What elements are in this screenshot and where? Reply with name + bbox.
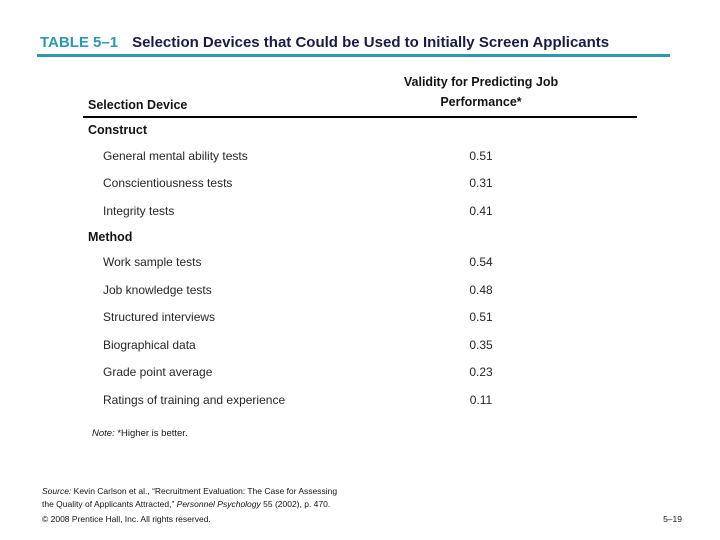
table-note: Note: *Higher is better. [92,428,188,439]
section-header-method: Method [88,229,133,244]
copyright-text: © 2008 Prentice Hall, Inc. All rights re… [42,514,211,524]
table-row-work-sample: Work sample tests 0.54 [83,249,637,277]
row-label: Integrity tests [103,203,175,218]
row-value: 0.54 [469,255,493,270]
note-text: *Higher is better. [114,428,188,439]
row-value: 0.35 [469,337,493,352]
table-row-integrity: Integrity tests 0.41 [83,197,637,225]
row-value: 0.31 [469,176,493,191]
row-value: 0.51 [469,310,493,325]
source-journal: Personnel Psychology [176,499,261,509]
source-line2-rest: 55 (2002), p. 470. [260,499,331,509]
table-row-biographical-data: Biographical data 0.35 [83,331,637,359]
table-row-ratings-training-experience: Ratings of training and experience 0.11 [83,386,637,414]
row-value: 0.11 [469,392,493,407]
row-value: 0.48 [469,282,493,297]
row-value: 0.51 [469,148,493,163]
row-label: Grade point average [103,365,213,380]
row-label: Job knowledge tests [103,282,212,297]
slide-title: TABLE 5–1 Selection Devices that Could be… [40,34,609,51]
row-value: 0.23 [469,365,493,380]
column-header-selection-device: Selection Device [88,98,188,112]
column-header-validity-line2: Performance* [440,95,522,109]
table-row-structured-interviews: Structured interviews 0.51 [83,304,637,332]
source-line2-start: the Quality of Applicants Attracted,” [42,499,177,509]
table-row-conscientiousness: Conscientiousness tests 0.31 [83,170,637,198]
title-accent-rule [37,54,670,57]
source-label: Source: [42,486,72,496]
section-header-construct: Construct [88,123,148,137]
row-label: Biographical data [103,337,196,352]
slide-number: 5–19 [663,514,682,524]
table-title-text: Selection Devices that Could be Used to … [132,34,610,51]
row-label: Structured interviews [103,310,216,325]
row-label: Work sample tests [103,255,202,270]
table-header-row: Selection Device Validity for Predicting… [83,72,637,118]
row-label: Ratings of training and experience [103,392,286,407]
selection-devices-table: Selection Device Validity for Predicting… [83,72,637,414]
column-header-validity-line1: Validity for Predicting Job [403,75,559,89]
note-label: Note: [92,428,115,439]
source-citation: Source: Kevin Carlson et al., “Recruitme… [42,485,402,511]
table-row-general-mental-ability: General mental ability tests 0.51 [83,142,637,170]
row-value: 0.41 [469,203,493,218]
table-row-grade-point-average: Grade point average 0.23 [83,359,637,387]
source-line1: Kevin Carlson et al., “Recruitment Evalu… [71,486,338,496]
table-number-label: TABLE 5–1 [40,34,119,51]
row-label: General mental ability tests [103,148,248,163]
column-header-validity: Validity for Predicting Job Performance* [325,72,637,112]
table-row-job-knowledge: Job knowledge tests 0.48 [83,276,637,304]
row-label: Conscientiousness tests [103,176,233,191]
table-body: Construct General mental ability tests 0… [83,118,637,414]
